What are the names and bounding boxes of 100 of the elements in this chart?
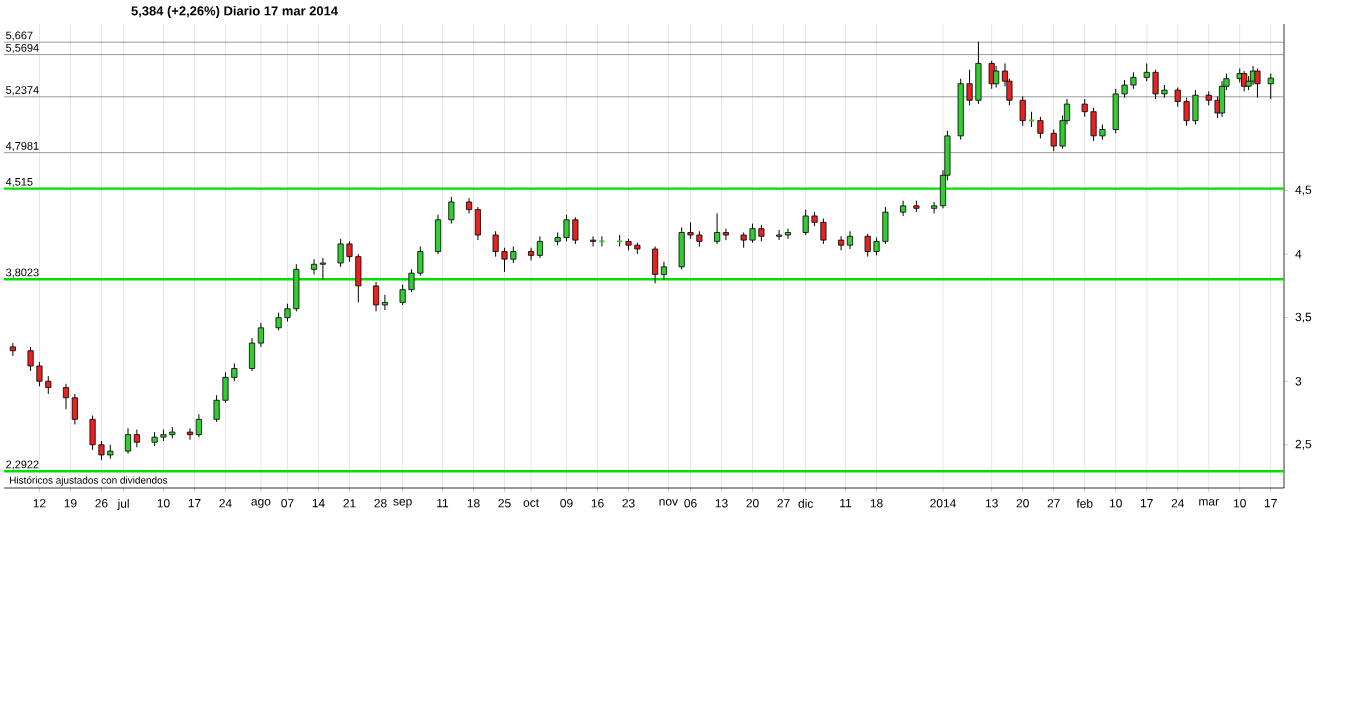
x-tick-label: nov bbox=[659, 499, 678, 506]
candlestick bbox=[776, 229, 783, 241]
candlestick bbox=[749, 223, 756, 244]
y-tick-label: 4 bbox=[1295, 249, 1302, 259]
candlestick bbox=[528, 247, 535, 261]
x-tick-label: 13 bbox=[985, 499, 998, 508]
candlestick bbox=[448, 196, 455, 225]
x-tick-label: 28 bbox=[374, 499, 387, 508]
x-tick-label: 10 bbox=[1233, 499, 1246, 508]
candlestick bbox=[257, 322, 264, 348]
y-tick-label: 4,5 bbox=[1295, 185, 1312, 196]
candlestick bbox=[62, 383, 70, 410]
y-tick-label: 3,5 bbox=[1295, 312, 1312, 323]
ref-line-label: 3,8023 bbox=[6, 268, 39, 278]
candlestick bbox=[319, 257, 326, 281]
candlestick bbox=[381, 294, 388, 311]
candlestick bbox=[590, 235, 597, 247]
x-tick-label: 24 bbox=[1171, 499, 1185, 508]
y-tick-label: 2,5 bbox=[1295, 439, 1312, 450]
x-tick-label: 17 bbox=[1140, 499, 1153, 508]
candlestick bbox=[1050, 129, 1057, 152]
x-tick-label: jul bbox=[117, 499, 129, 511]
candlestick bbox=[213, 394, 220, 423]
x-tick-label: 20 bbox=[746, 499, 759, 508]
x-tick-label: sep bbox=[393, 499, 412, 508]
x-tick-label: dic bbox=[798, 499, 813, 508]
x-tick-label: 07 bbox=[281, 499, 294, 508]
candlestick bbox=[346, 240, 353, 263]
x-tick-label: 20 bbox=[1016, 499, 1029, 508]
candlestick bbox=[1174, 87, 1181, 108]
candlestick bbox=[1267, 73, 1274, 100]
x-tick-label: 18 bbox=[870, 499, 883, 508]
candlestick bbox=[27, 346, 34, 372]
x-tick-label: 21 bbox=[343, 499, 356, 508]
ref-line-label: 2,2922 bbox=[6, 460, 39, 470]
x-tick-label: 2014 bbox=[930, 499, 956, 508]
candlestick bbox=[1254, 67, 1261, 99]
y-tick-label: 3 bbox=[1295, 376, 1302, 386]
candlestick bbox=[536, 235, 543, 259]
x-tick-label: 11 bbox=[840, 499, 852, 508]
candlestick bbox=[124, 427, 132, 455]
candlestick bbox=[195, 413, 202, 438]
candlestick bbox=[714, 212, 721, 245]
candlestick bbox=[501, 247, 508, 273]
ref-line-label: 4,515 bbox=[5, 178, 33, 188]
candlestick bbox=[222, 371, 229, 404]
x-tick-label: 18 bbox=[467, 499, 480, 508]
candlestick bbox=[722, 228, 729, 241]
x-tick-label: 17 bbox=[1264, 499, 1277, 508]
candlestick bbox=[36, 361, 43, 387]
candlestick bbox=[931, 201, 938, 214]
x-tick-label: 25 bbox=[498, 499, 511, 508]
candlestick bbox=[186, 427, 194, 441]
x-tick-label: 13 bbox=[715, 499, 728, 508]
candlestick bbox=[372, 281, 380, 312]
annotation: Históricos ajustados con dividendos bbox=[10, 476, 168, 486]
candlestick bbox=[784, 228, 792, 240]
candlestick bbox=[417, 245, 424, 277]
x-tick-label: 11 bbox=[437, 499, 449, 508]
x-tick-label: 06 bbox=[684, 499, 697, 508]
candlestick bbox=[1183, 97, 1190, 127]
candlestick bbox=[337, 238, 344, 268]
candlestick bbox=[900, 200, 907, 217]
candlestick bbox=[563, 214, 570, 242]
x-tick-label: 23 bbox=[622, 499, 635, 508]
candlestick bbox=[572, 216, 579, 245]
x-tick-label: 09 bbox=[560, 499, 573, 508]
x-tick-label: oct bbox=[523, 499, 539, 507]
candlestick bbox=[492, 230, 499, 258]
x-tick-label: 17 bbox=[188, 499, 201, 508]
x-tick-label: 14 bbox=[312, 499, 325, 508]
candlestick bbox=[1037, 116, 1044, 139]
x-tick-label: 26 bbox=[95, 499, 108, 508]
candlestick bbox=[966, 69, 973, 106]
ref-line-label: 5,667 bbox=[6, 31, 33, 41]
ref-line-label: 5,5694 bbox=[6, 43, 39, 53]
candlestick bbox=[864, 233, 871, 258]
x-tick-label: 10 bbox=[1109, 499, 1122, 508]
x-tick-label: ago bbox=[251, 499, 271, 508]
candlestick bbox=[820, 217, 827, 245]
x-tick-label: mar bbox=[1199, 499, 1219, 506]
candlestick bbox=[408, 268, 415, 293]
candlestick bbox=[1152, 69, 1159, 100]
x-tick-label: 12 bbox=[33, 499, 46, 508]
candlestick bbox=[660, 261, 667, 281]
x-tick-label: 10 bbox=[157, 499, 170, 508]
candlestick bbox=[98, 440, 105, 461]
x-tick-label: 19 bbox=[64, 499, 77, 508]
x-tick-label: 27 bbox=[777, 499, 790, 508]
chart-title: 5,384 (+2,26%) Diario 17 mar 2014 bbox=[131, 5, 338, 19]
x-tick-label: 27 bbox=[1047, 499, 1060, 508]
candlestick bbox=[1019, 95, 1026, 127]
candlestick bbox=[399, 284, 406, 306]
x-tick-label: 24 bbox=[219, 499, 232, 508]
candlestick bbox=[9, 342, 16, 357]
x-tick-label: 16 bbox=[591, 499, 604, 508]
ref-line-label: 4,7981 bbox=[5, 141, 39, 152]
candlestick bbox=[838, 235, 845, 251]
candlestick bbox=[802, 209, 809, 236]
ref-line-label: 5,2374 bbox=[6, 86, 39, 96]
